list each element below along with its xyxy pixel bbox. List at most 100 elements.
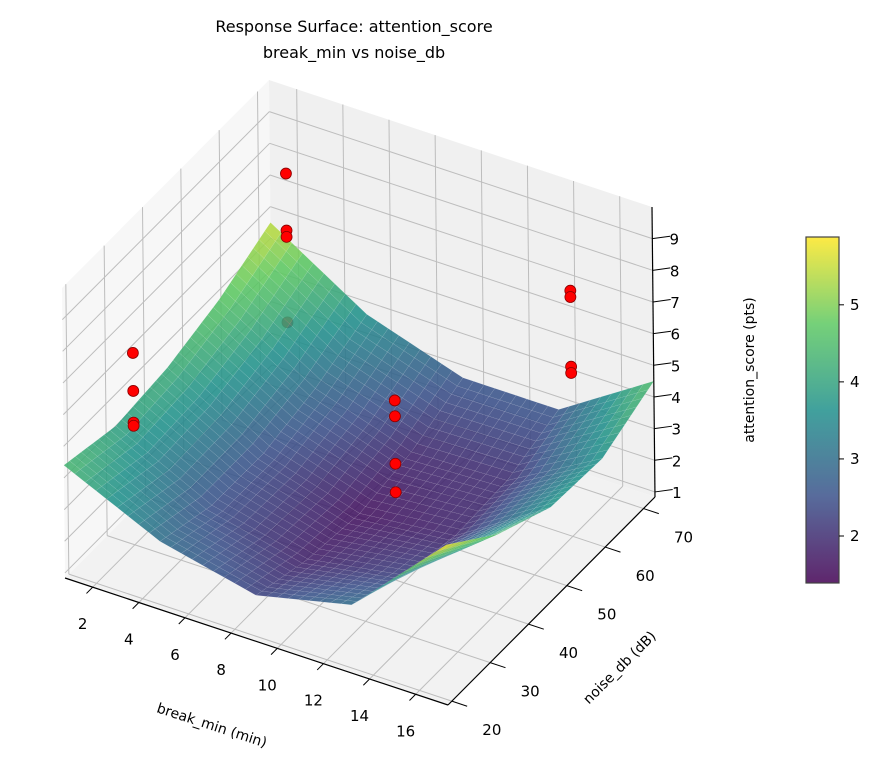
z-axis-line bbox=[651, 206, 656, 498]
x-tick bbox=[409, 693, 417, 701]
grid-line-y bbox=[68, 573, 452, 702]
x-tick bbox=[86, 586, 94, 594]
x-tick-label: 12 bbox=[304, 692, 323, 710]
surface-patch bbox=[619, 406, 638, 419]
z-tick bbox=[652, 267, 671, 271]
y-tick-label: 30 bbox=[521, 683, 540, 701]
z-tick-label: 6 bbox=[671, 326, 681, 344]
colorbar-tick-label: 3 bbox=[850, 450, 860, 468]
data-point bbox=[127, 419, 140, 432]
grid-line-z bbox=[61, 111, 270, 321]
x-tick-label: 16 bbox=[396, 722, 415, 740]
z-tick-label: 4 bbox=[671, 389, 681, 407]
y-tick bbox=[566, 585, 583, 592]
grid-line-z bbox=[269, 174, 654, 303]
grid-line-z bbox=[270, 237, 654, 366]
z-tick bbox=[654, 425, 673, 430]
surface-patch bbox=[441, 542, 459, 551]
grid-line-z bbox=[63, 237, 271, 447]
data-point bbox=[388, 394, 401, 407]
y-axis-label: noise_db (dB) bbox=[580, 628, 659, 707]
z-tick-label: 9 bbox=[670, 231, 680, 249]
x-tick bbox=[270, 648, 278, 655]
grid-line-x bbox=[415, 485, 624, 695]
data-point bbox=[389, 486, 402, 499]
grid-line-z bbox=[269, 111, 653, 240]
surface-patch bbox=[551, 490, 568, 500]
surface-patch bbox=[614, 415, 632, 428]
data-point bbox=[565, 367, 578, 379]
colorbar-tick-label: 4 bbox=[850, 373, 860, 391]
z-tick-label: 8 bbox=[670, 262, 680, 280]
surface-patch bbox=[573, 468, 592, 478]
z-tick-label: 5 bbox=[671, 357, 681, 375]
x-tick-label: 14 bbox=[350, 707, 369, 725]
z-tick bbox=[654, 457, 673, 461]
data-point bbox=[280, 230, 293, 243]
surface-patch bbox=[482, 533, 499, 541]
x-tick bbox=[178, 617, 186, 625]
colorbar-tick-label: 5 bbox=[850, 296, 860, 314]
z-tick bbox=[652, 235, 671, 240]
z-tick bbox=[654, 489, 673, 493]
chart-subtitle: break_min vs noise_db bbox=[263, 43, 445, 63]
data-point bbox=[127, 385, 140, 397]
grid-line-z bbox=[270, 206, 654, 335]
x-tick-label: 8 bbox=[216, 661, 226, 679]
surface-patch bbox=[568, 474, 586, 484]
x-tick bbox=[132, 602, 140, 610]
grid-line-z bbox=[269, 142, 653, 271]
data-point bbox=[564, 291, 577, 303]
z-tick-label: 3 bbox=[672, 421, 682, 439]
surface bbox=[63, 222, 655, 606]
surface-patch bbox=[476, 534, 493, 542]
z-tick-label: 2 bbox=[672, 452, 682, 470]
x-tick-label: 6 bbox=[170, 646, 180, 664]
surface-patch bbox=[608, 423, 626, 436]
data-point bbox=[126, 347, 139, 359]
x-tick-label: 10 bbox=[258, 676, 277, 694]
grid-line-z bbox=[62, 206, 271, 415]
surface-patch bbox=[470, 536, 488, 544]
y-tick-label: 70 bbox=[674, 529, 693, 547]
x-tick bbox=[224, 632, 232, 640]
x-tick bbox=[316, 663, 324, 671]
y-tick-label: 60 bbox=[636, 567, 655, 585]
surface-patch bbox=[510, 518, 528, 527]
x-tick-label: 4 bbox=[124, 630, 134, 648]
x-axis-line bbox=[64, 577, 449, 706]
y-axis-line bbox=[447, 496, 656, 706]
y-tick bbox=[490, 662, 506, 669]
z-tick-label: 7 bbox=[670, 294, 680, 312]
grid-line-z bbox=[62, 142, 271, 352]
colorbar: 2 3 4 5 bbox=[805, 236, 860, 584]
y-tick bbox=[451, 700, 468, 707]
z-tick bbox=[653, 362, 672, 366]
surface-patch bbox=[505, 521, 522, 530]
z-axis-label: attention_score (pts) bbox=[742, 297, 758, 443]
y-tick bbox=[605, 546, 621, 553]
colorbar-tick-label: 2 bbox=[850, 527, 860, 545]
x-tick-label: 2 bbox=[78, 615, 88, 633]
surface-patch bbox=[447, 540, 464, 549]
colorbar-gradient bbox=[805, 236, 840, 584]
surface-patch bbox=[464, 537, 482, 545]
grid-line-y bbox=[65, 284, 70, 575]
z-tick bbox=[653, 330, 672, 335]
scatter-front bbox=[126, 167, 578, 499]
data-point bbox=[280, 167, 292, 180]
y-tick-label: 20 bbox=[482, 721, 501, 739]
surface-patch bbox=[562, 479, 580, 489]
y-tick-label: 50 bbox=[597, 606, 616, 624]
grid-line-z bbox=[62, 174, 271, 384]
y-tick bbox=[643, 508, 659, 515]
y-tick-label: 40 bbox=[559, 644, 578, 662]
x-axis-label: break_min (min) bbox=[155, 701, 269, 752]
z-tick bbox=[653, 394, 672, 398]
z-tick-label: 1 bbox=[672, 484, 682, 502]
chart-title: Response Surface: attention_score bbox=[215, 17, 492, 37]
data-point bbox=[389, 457, 402, 470]
data-point bbox=[389, 410, 401, 423]
